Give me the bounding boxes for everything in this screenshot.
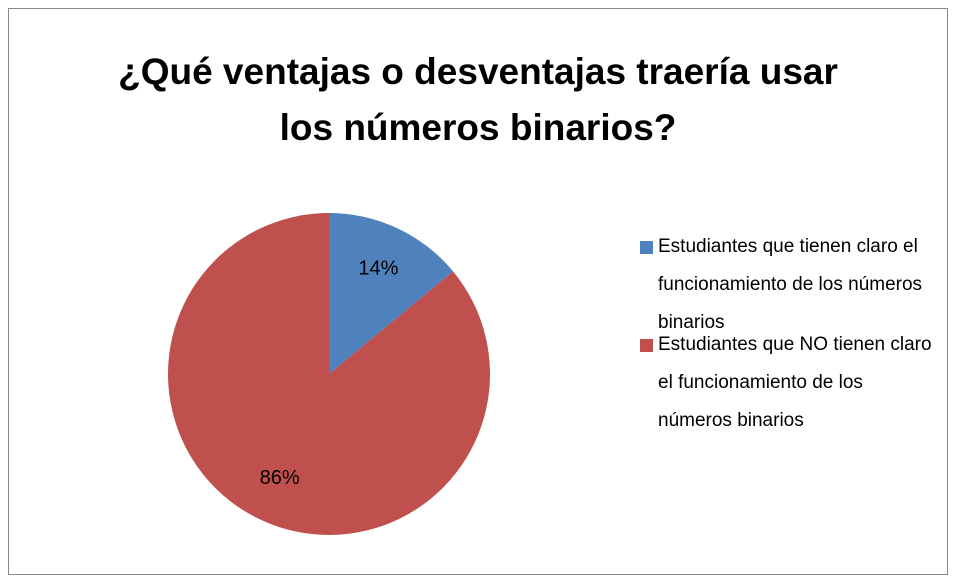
legend-item: Estudiantes que NO tienen claro el funci…: [640, 326, 940, 440]
legend-label: Estudiantes que NO tienen claro el funci…: [658, 334, 932, 431]
chart-title: ¿Qué ventajas o desventajas traería usar…: [118, 51, 838, 148]
pie-slice: [329, 213, 454, 374]
legend-swatch: [640, 339, 653, 352]
pie-slice: [167, 213, 490, 535]
legend-item: Estudiantes que tienen claro el funciona…: [640, 228, 940, 342]
chart-border: [8, 8, 948, 575]
legend-swatch: [640, 241, 653, 254]
data-label: 14%: [358, 257, 398, 279]
data-label: 86%: [260, 467, 300, 489]
legend-label: Estudiantes que tienen claro el funciona…: [658, 236, 923, 333]
